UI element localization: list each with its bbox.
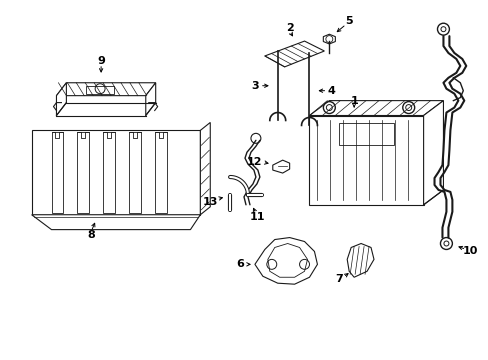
Polygon shape	[32, 215, 200, 230]
Text: 6: 6	[236, 259, 244, 269]
Text: 1: 1	[349, 96, 357, 105]
Text: 5: 5	[345, 16, 352, 26]
Text: 10: 10	[462, 247, 477, 256]
Polygon shape	[423, 100, 443, 205]
Text: 12: 12	[246, 157, 262, 167]
Text: 8: 8	[87, 230, 95, 239]
Text: 13: 13	[202, 197, 218, 207]
Text: 7: 7	[335, 274, 343, 284]
Text: 3: 3	[251, 81, 258, 91]
Bar	[77, 132, 89, 213]
Bar	[86, 86, 114, 94]
Polygon shape	[145, 83, 155, 116]
Text: 4: 4	[327, 86, 335, 96]
Bar	[154, 132, 166, 213]
Text: 9: 9	[97, 56, 105, 66]
Polygon shape	[254, 238, 317, 284]
Bar	[129, 132, 141, 213]
Bar	[32, 130, 200, 215]
Polygon shape	[272, 160, 289, 173]
Polygon shape	[200, 122, 210, 215]
Polygon shape	[56, 83, 155, 96]
Text: 11: 11	[250, 212, 265, 222]
Polygon shape	[264, 41, 324, 67]
Polygon shape	[56, 83, 66, 116]
Polygon shape	[267, 243, 307, 277]
Text: 2: 2	[285, 23, 293, 33]
Polygon shape	[323, 34, 335, 44]
Bar	[51, 132, 63, 213]
Polygon shape	[309, 100, 443, 116]
Bar	[309, 116, 423, 205]
Bar	[103, 132, 115, 213]
Bar	[339, 123, 393, 145]
Polygon shape	[346, 243, 373, 277]
